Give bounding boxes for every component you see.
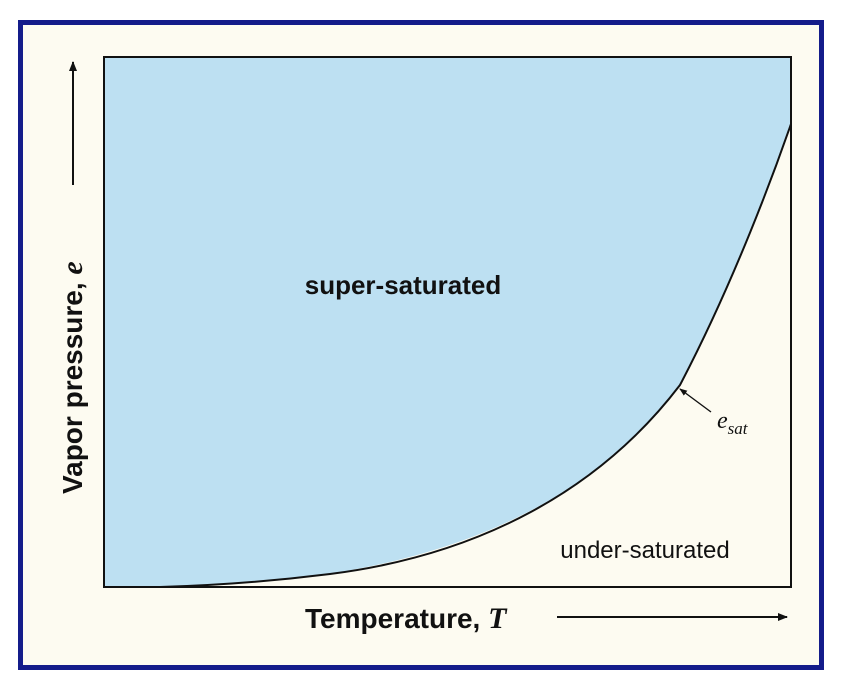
curve-label-pointer [679,388,712,413]
y-axis-label-text: Vapor pressure, [57,275,88,494]
under-saturated-label: under-saturated [560,537,729,564]
curve-label-subscript: sat [728,419,749,438]
saturation-curve [159,123,792,588]
y-axis-label: Vapor pressure, e [56,261,89,494]
y-axis-symbol: e [56,261,89,274]
x-axis-label-text: Temperature, [305,603,488,634]
plot-area-border [103,56,792,588]
super-saturated-label: super-saturated [305,270,502,300]
curve-label-symbol: e [717,408,728,434]
x-axis-label: Temperature, T [305,602,508,635]
x-axis-symbol: T [488,602,508,635]
curve-label: esat [717,408,749,438]
super-saturated-region [104,57,791,587]
